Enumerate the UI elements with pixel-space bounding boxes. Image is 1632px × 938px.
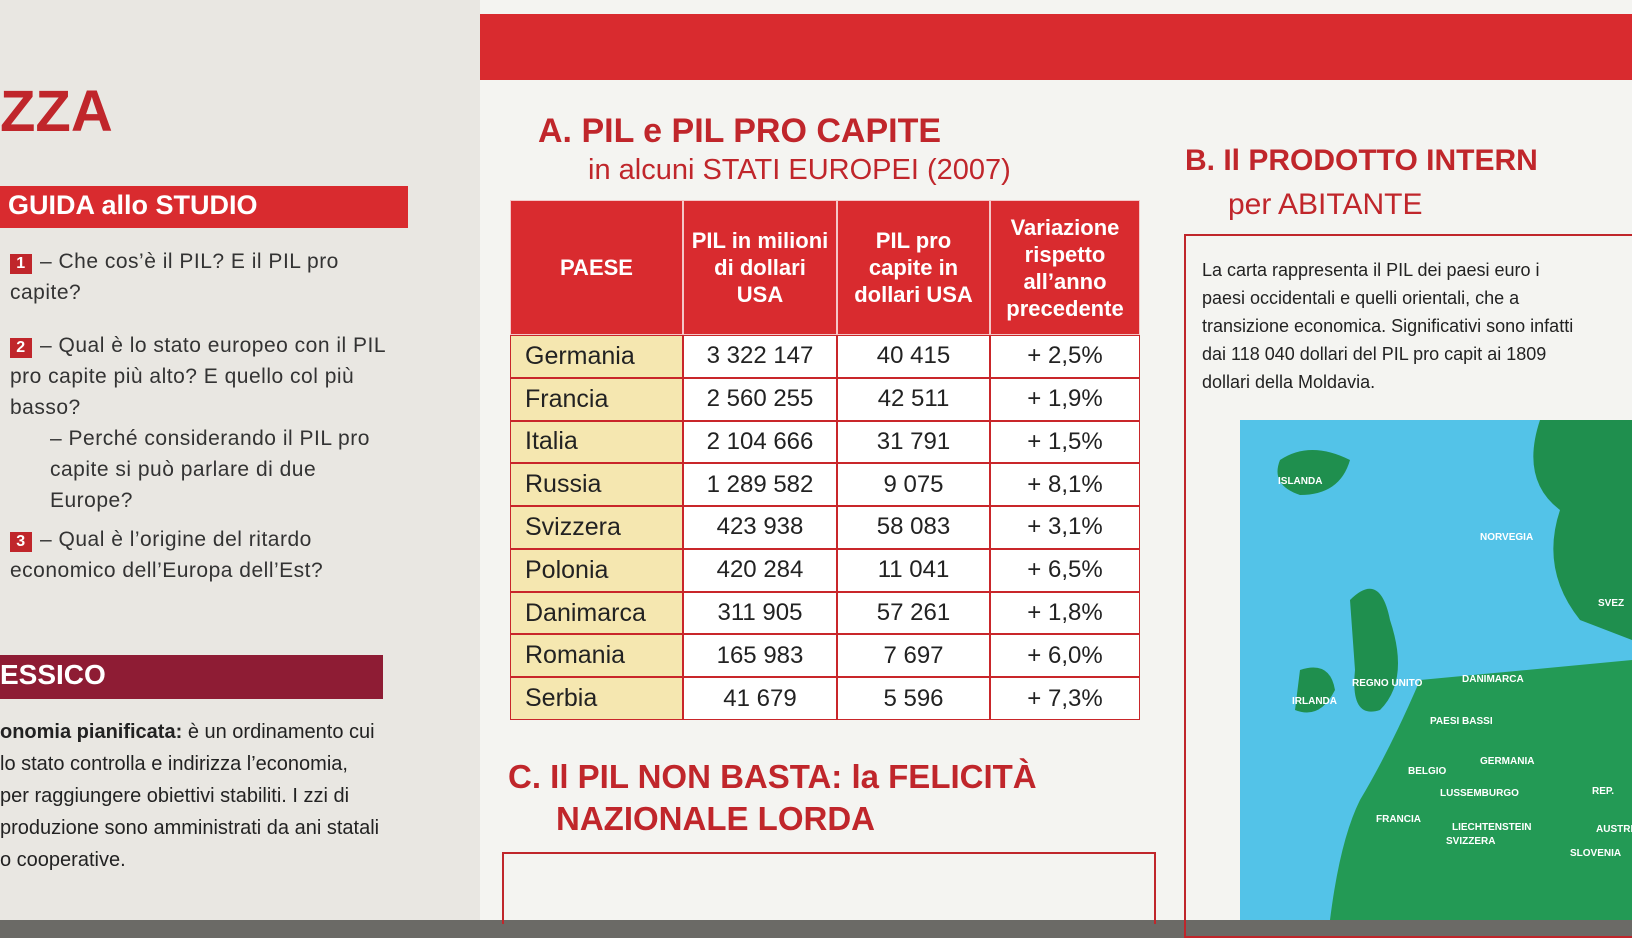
land <box>1330 660 1632 920</box>
header-cell: PAESE <box>510 200 683 335</box>
question-number: 3 <box>10 532 32 552</box>
map-label: NORVEGIA <box>1480 532 1534 543</box>
country-cell: Danimarca <box>510 591 683 635</box>
map-label: PAESI BASSI <box>1430 716 1493 727</box>
land <box>1350 588 1398 712</box>
value-cell: + 6,0% <box>990 634 1140 678</box>
value-cell: 11 041 <box>837 548 990 592</box>
glossary-title: ESSICO <box>0 659 106 690</box>
section-b-subtitle: per ABITANTE <box>1228 188 1423 221</box>
section-a-title: A. PIL e PIL PRO CAPITE <box>538 112 942 150</box>
country-cell: Romania <box>510 634 683 678</box>
value-cell: + 8,1% <box>990 463 1140 507</box>
map-label: LUSSEMBURGO <box>1440 788 1519 799</box>
value-cell: + 3,1% <box>990 506 1140 549</box>
map-label: SVEZ <box>1598 598 1625 609</box>
right-page: A. PIL e PIL PRO CAPITE in alcuni STATI … <box>480 0 1632 938</box>
country-cell: Polonia <box>510 548 683 592</box>
value-cell: + 2,5% <box>990 335 1140 378</box>
land <box>1533 420 1632 640</box>
value-cell: 31 791 <box>837 420 990 464</box>
country-cell: Svizzera <box>510 506 683 549</box>
section-b-title: B. Il PRODOTTO INTERN <box>1185 144 1538 177</box>
map-label: BELGIO <box>1408 766 1447 777</box>
question-text: – Qual è lo stato europeo con il PIL pro… <box>10 334 386 419</box>
value-cell: 5 596 <box>837 677 990 720</box>
map-shapes <box>1277 420 1632 920</box>
top-band <box>480 14 1632 80</box>
value-cell: 41 679 <box>683 677 837 720</box>
land <box>1277 450 1350 495</box>
guide-title: GUIDA allo STUDIO <box>8 190 258 220</box>
value-cell: 42 511 <box>837 377 990 421</box>
value-cell: + 7,3% <box>990 677 1140 720</box>
value-cell: 420 284 <box>683 548 837 592</box>
country-cell: Francia <box>510 377 683 421</box>
value-cell: 40 415 <box>837 335 990 378</box>
value-cell: + 1,8% <box>990 591 1140 635</box>
value-cell: 7 697 <box>837 634 990 678</box>
map: ISLANDA NORVEGIA SVEZ DANIMARCA REGNO UNITO I… <box>1240 420 1632 920</box>
glossary-definition: è un ordinamento cui lo stato controlla … <box>0 721 380 871</box>
map-label: ISLANDA <box>1278 476 1323 487</box>
header-cell: PIL in milioni di dollari USA <box>683 200 837 335</box>
map-label: DANIMARCA <box>1462 674 1524 685</box>
value-cell: 58 083 <box>837 506 990 549</box>
section-c-subtitle: NAZIONALE LORDA <box>556 800 875 837</box>
map-label: LIECHTENSTEIN <box>1452 822 1532 833</box>
value-cell: 3 322 147 <box>683 335 837 378</box>
header-cell: PIL pro capite in dollari USA <box>837 200 990 335</box>
value-cell: 2 560 255 <box>683 377 837 421</box>
glossary-bar <box>0 655 383 699</box>
header-cell: Variazione rispetto all’anno precedente <box>990 200 1140 335</box>
value-cell: + 1,5% <box>990 420 1140 464</box>
country-cell: Serbia <box>510 677 683 720</box>
country-cell: Italia <box>510 420 683 464</box>
value-cell: 9 075 <box>837 463 990 507</box>
value-cell: 311 905 <box>683 591 837 635</box>
map-label: REP. <box>1592 786 1615 797</box>
question: 1– Che cos’è il PIL? E il PIL pro capite… <box>10 246 405 308</box>
country-cell: Germania <box>510 335 683 378</box>
value-cell: 1 289 582 <box>683 463 837 507</box>
value-cell: 165 983 <box>683 634 837 678</box>
value-cell: + 1,9% <box>990 377 1140 421</box>
map-label: SVIZZERA <box>1446 836 1496 847</box>
glossary-term: onomia pianificata: <box>0 721 183 743</box>
glossary: onomia pianificata: è un ordinamento cui… <box>0 716 380 876</box>
map-label: FRANCIA <box>1376 814 1421 825</box>
map-label: GERMANIA <box>1480 756 1535 767</box>
value-cell: + 6,5% <box>990 548 1140 592</box>
map-label: IRLANDA <box>1292 696 1337 707</box>
question-number: 1 <box>10 254 32 274</box>
guide-bar <box>0 186 408 228</box>
country-cell: Russia <box>510 463 683 507</box>
value-cell: 423 938 <box>683 506 837 549</box>
value-cell: 2 104 666 <box>683 420 837 464</box>
question-text: – Che cos’è il PIL? E il PIL pro capite? <box>10 250 339 304</box>
section-b-text: La carta rappresenta il PIL dei paesi eu… <box>1202 260 1574 392</box>
question-number: 2 <box>10 338 32 358</box>
section-c-title: C. Il PIL NON BASTA: la FELICITÀ <box>508 758 1037 795</box>
left-page: ZZA GUIDA allo STUDIO 1– Che cos’è il PI… <box>0 0 480 920</box>
map-label: SLOVENIA <box>1570 848 1622 859</box>
map-label: AUSTRI <box>1596 824 1632 835</box>
section-c-box <box>502 852 1156 924</box>
question-sub: – Perché considerando il PIL pro capite … <box>50 427 370 512</box>
section-a-subtitle: in alcuni STATI EUROPEI (2007) <box>588 154 1011 186</box>
question: 2– Qual è lo stato europeo con il PIL pr… <box>10 330 405 516</box>
table: PAESE PIL in milioni di dollari USA PIL pr… <box>510 200 1140 720</box>
land <box>1295 667 1335 713</box>
value-cell: 57 261 <box>837 591 990 635</box>
heading: ZZA <box>0 79 113 144</box>
question-text: – Qual è l’origine del ritardo economico… <box>10 528 324 582</box>
question: 3– Qual è l’origine del ritardo economic… <box>10 524 395 586</box>
map-label: REGNO UNITO <box>1352 678 1423 689</box>
